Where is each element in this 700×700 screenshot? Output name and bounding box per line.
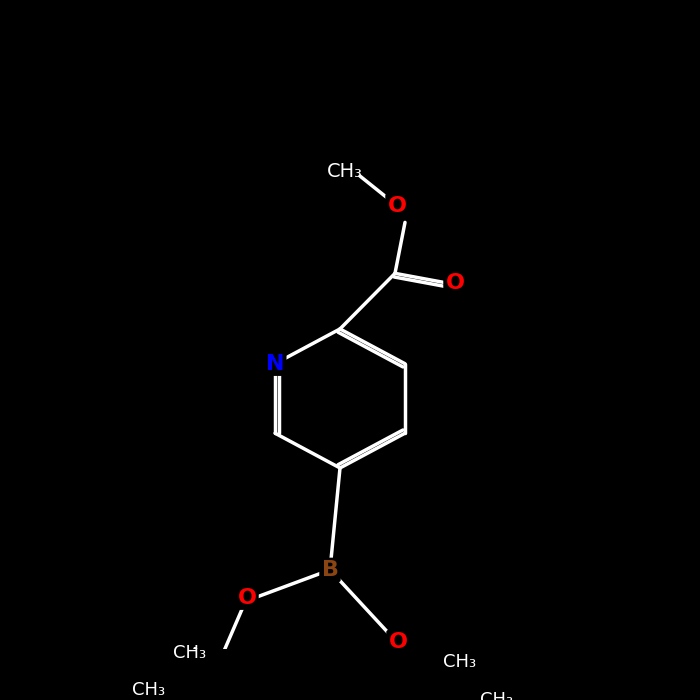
- Text: B: B: [321, 560, 339, 580]
- Text: O: O: [388, 196, 407, 216]
- Text: CH₃: CH₃: [443, 653, 477, 671]
- Text: CH₃: CH₃: [327, 162, 363, 181]
- Text: O: O: [445, 272, 465, 293]
- Text: N: N: [266, 354, 284, 374]
- Text: O: O: [389, 632, 407, 652]
- Text: O: O: [237, 588, 256, 608]
- Text: CH₃: CH₃: [132, 681, 165, 699]
- Text: CH₃: CH₃: [174, 644, 206, 662]
- Text: CH₃: CH₃: [480, 691, 513, 700]
